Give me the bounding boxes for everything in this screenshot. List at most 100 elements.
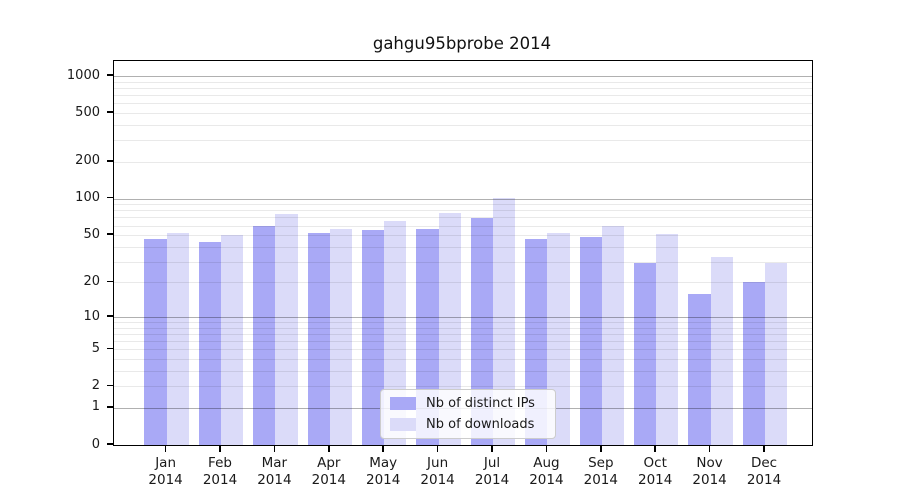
bar-feb-downloads: [221, 235, 244, 445]
y-tick-mark: [107, 406, 113, 408]
x-tick-label-dec: Dec 2014: [746, 455, 782, 488]
y-tick-label: 500: [75, 104, 100, 120]
x-tick-mark: [600, 445, 602, 452]
y-tick-mark: [107, 384, 113, 387]
gridline-minor: [114, 161, 812, 163]
y-tick-label: 5: [91, 340, 100, 356]
legend-label-downloads: Nb of downloads: [426, 417, 535, 432]
gridline-minor: [114, 204, 812, 206]
bar-dec-distinct-ips: [742, 282, 765, 445]
gridline-minor: [114, 282, 812, 284]
y-tick-mark: [107, 443, 113, 445]
gridline-major: [114, 317, 812, 318]
y-tick-label: 200: [75, 153, 100, 169]
gridline-minor: [114, 333, 812, 335]
bar-mar-downloads: [275, 213, 298, 445]
chart-title: gahgu95bprobe 2014: [372, 34, 552, 53]
bar-nov-downloads: [710, 256, 733, 445]
gridline-minor: [114, 386, 812, 388]
gridline-minor: [114, 210, 812, 212]
y-tick-label: 20: [83, 273, 100, 289]
gridline-minor: [114, 113, 812, 115]
x-tick-mark: [164, 445, 167, 452]
y-tick-label: 50: [83, 226, 100, 242]
bar-jan-downloads: [166, 233, 189, 445]
x-tick-label-jul: Jul 2014: [474, 455, 510, 488]
gridline-minor: [114, 88, 812, 90]
bar-mar-distinct-ips: [253, 225, 276, 445]
y-tick-mark: [107, 280, 113, 283]
y-tick-label: 1: [91, 399, 100, 415]
gridline-minor: [114, 349, 812, 351]
x-tick-mark: [219, 445, 221, 452]
bar-oct-distinct-ips: [633, 263, 657, 445]
bar-jun-downloads: [438, 213, 461, 445]
x-tick-label-sep: Sep 2014: [583, 455, 618, 488]
gridline-major: [114, 198, 812, 200]
bar-jan-distinct-ips: [144, 239, 167, 445]
x-tick-label-aug: Aug 2014: [529, 455, 564, 488]
y-tick-mark: [107, 233, 113, 235]
x-tick-mark: [491, 445, 493, 452]
y-tick-mark: [107, 315, 113, 317]
x-tick-mark: [763, 445, 765, 452]
bar-dec-downloads: [765, 263, 788, 445]
x-tick-label-nov: Nov 2014: [692, 455, 727, 488]
legend: Nb of distinct IPs Nb of downloads: [380, 389, 556, 439]
y-tick-mark: [107, 347, 113, 350]
plot-area: Nb of distinct IPs Nb of downloads: [113, 60, 813, 446]
y-tick-mark: [107, 160, 113, 162]
gridline-minor: [114, 327, 812, 329]
gridline-minor: [114, 235, 812, 237]
gridline-minor: [114, 103, 812, 105]
bar-jul-distinct-ips: [470, 218, 493, 445]
x-tick-label-jan: Jan 2014: [148, 455, 183, 488]
gridline-minor: [114, 246, 812, 248]
bar-nov-distinct-ips: [688, 293, 711, 445]
x-tick-mark: [382, 445, 384, 452]
legend-swatch-distinct-ips: [390, 397, 416, 410]
x-tick-mark: [328, 445, 330, 452]
gridline-minor: [114, 370, 812, 372]
y-tick-mark: [107, 74, 113, 76]
gridline-minor: [114, 322, 812, 324]
y-tick-mark: [107, 111, 113, 113]
y-tick-label: 10: [83, 308, 100, 324]
gridline-minor: [114, 359, 812, 361]
gridline-minor: [114, 341, 812, 343]
x-tick-mark: [436, 445, 439, 452]
y-tick-label: 1000: [66, 67, 100, 83]
bar-apr-downloads: [329, 229, 353, 445]
bar-apr-distinct-ips: [307, 233, 330, 445]
y-tick-label: 2: [91, 377, 100, 393]
gridline-minor: [114, 261, 812, 263]
legend-swatch-downloads: [390, 418, 416, 431]
x-tick-label-jun: Jun 2014: [420, 455, 455, 488]
gridline-minor: [114, 225, 812, 227]
x-tick-label-apr: Apr 2014: [311, 455, 346, 488]
gridline-minor: [114, 140, 812, 142]
x-tick-label-oct: Oct 2014: [638, 455, 673, 488]
legend-item-downloads: Nb of downloads: [390, 417, 546, 432]
bar-may-distinct-ips: [361, 230, 385, 445]
bar-oct-downloads: [656, 234, 679, 445]
x-tick-label-mar: Mar 2014: [257, 455, 292, 488]
x-tick-mark: [545, 445, 548, 452]
y-tick-mark: [107, 196, 113, 199]
gridline-minor: [114, 217, 812, 219]
gridline-minor: [114, 81, 812, 83]
x-tick-mark: [708, 445, 711, 452]
bar-feb-distinct-ips: [198, 241, 221, 445]
gridline-major: [114, 76, 812, 78]
x-tick-label-may: May 2014: [366, 455, 401, 488]
x-tick-mark: [273, 445, 276, 452]
y-tick-label: 100: [75, 190, 100, 206]
legend-item-distinct-ips: Nb of distinct IPs: [390, 396, 546, 411]
bar-sep-distinct-ips: [579, 237, 602, 445]
bar-jul-downloads: [493, 198, 516, 445]
bar-sep-downloads: [601, 225, 625, 445]
gridline-minor: [114, 125, 812, 127]
x-tick-label-feb: Feb 2014: [202, 455, 238, 488]
y-tick-label: 0: [91, 436, 100, 452]
